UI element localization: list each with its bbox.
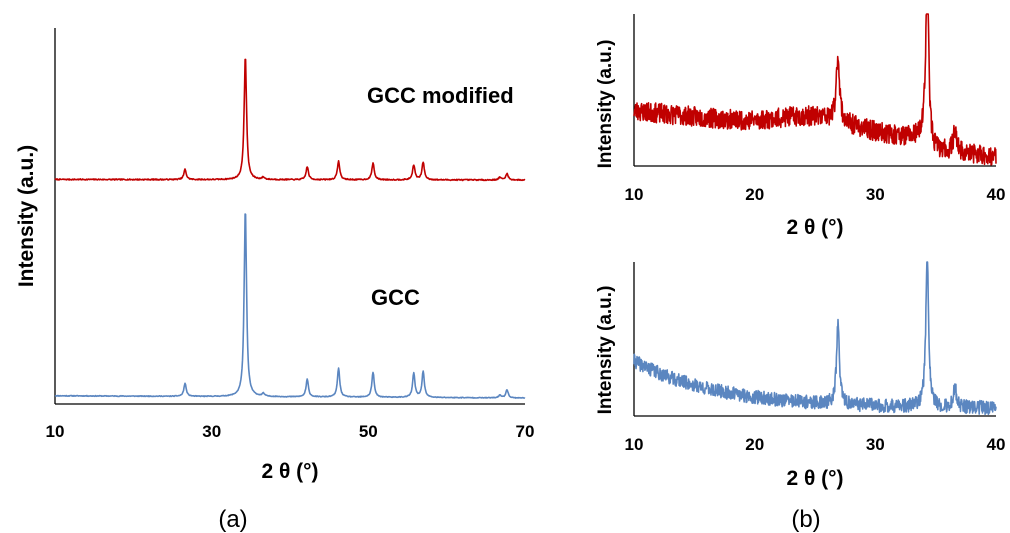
panel-b-top: 10 20 30 40 2 θ (°) Intensity (a.u.) — [595, 13, 1006, 239]
panel-a-x-label: 2 θ (°) — [261, 460, 318, 483]
panel-b-bottom-tick-label: 10 — [625, 435, 644, 454]
series-line-gcc-modified-zoom — [633, 13, 997, 166]
panel-b-bottom-x-label: 2 θ (°) — [786, 467, 843, 490]
panel-b-top-tick-label: 30 — [866, 185, 885, 204]
panel-a-tick-label: 10 — [46, 422, 65, 441]
panel-a-tick-label: 30 — [202, 422, 221, 441]
panel-b-top-y-label: Intensity (a.u.) — [595, 40, 616, 169]
panel-a-tick-labels: 10 30 50 70 — [46, 422, 535, 441]
annotation-gcc: GCC — [371, 285, 420, 310]
panel-b-top-tick-label: 20 — [745, 185, 764, 204]
caption-b: (b) — [791, 506, 820, 533]
panel-a-tick-label: 70 — [516, 422, 535, 441]
panel-b-top-tick-label: 40 — [987, 185, 1006, 204]
caption-a: (a) — [218, 506, 247, 533]
panel-b-bottom: 10 20 30 40 2 θ (°) Intensity (a.u.) — [595, 261, 1006, 490]
panel-b-bottom-tick-label: 20 — [745, 435, 764, 454]
series-line-gcc — [54, 213, 526, 399]
panel-b-bottom-tick-label: 40 — [987, 435, 1006, 454]
panel-a-y-label: Intensity (a.u.) — [15, 145, 38, 287]
panel-b-top-x-label: 2 θ (°) — [786, 216, 843, 239]
panel-b-bottom-y-label: Intensity (a.u.) — [595, 286, 616, 415]
panel-a: 10 30 50 70 2 θ (°) Intensity (a.u.) GCC… — [15, 28, 534, 483]
series-line-gcc-modified — [54, 58, 526, 182]
panel-b-bottom-tick-label: 30 — [866, 435, 885, 454]
panel-b-top-tick-label: 10 — [625, 185, 644, 204]
series-line-gcc-zoom — [633, 261, 997, 416]
annotation-gcc-modified: GCC modified — [367, 83, 514, 108]
panel-a-tick-label: 50 — [359, 422, 378, 441]
